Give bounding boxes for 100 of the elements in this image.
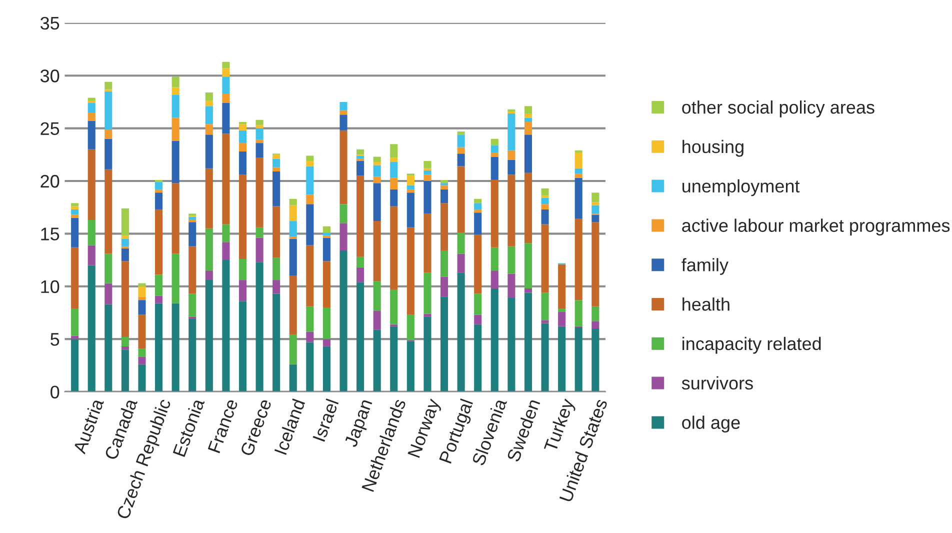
bar [508, 150, 516, 160]
bar [592, 306, 600, 322]
bar [390, 206, 398, 290]
bar [104, 138, 112, 170]
bar [272, 280, 280, 294]
bar [440, 296, 448, 392]
bar [424, 170, 432, 175]
bar [541, 209, 549, 224]
bar [238, 124, 247, 130]
bar [390, 326, 398, 392]
bar [373, 156, 381, 162]
bar [88, 103, 96, 112]
bar [440, 185, 448, 190]
bar [390, 162, 398, 178]
bar [390, 189, 398, 206]
bar [188, 319, 196, 392]
bar [306, 245, 314, 306]
bar [205, 280, 213, 392]
bar [121, 238, 129, 246]
bar [306, 156, 314, 161]
bar [272, 158, 280, 168]
bar [222, 76, 230, 94]
bar [71, 209, 79, 215]
bar [524, 106, 532, 114]
bar [558, 264, 566, 309]
bar [222, 68, 230, 77]
legend-label: survivors [682, 376, 753, 390]
x-tick-label: Greece [240, 398, 272, 457]
bar [306, 204, 314, 246]
bar [356, 149, 364, 155]
bar [188, 316, 196, 320]
bar [306, 306, 314, 332]
bar [222, 103, 230, 134]
bar [490, 288, 498, 392]
bar [71, 206, 79, 210]
bar [340, 130, 348, 204]
bar [356, 267, 364, 282]
bar [406, 189, 414, 193]
bar [574, 152, 582, 168]
bar [457, 134, 465, 148]
bar [172, 76, 180, 88]
bar [256, 125, 264, 128]
bar [508, 298, 516, 392]
bar [457, 154, 465, 166]
bar [322, 346, 330, 392]
bar [272, 154, 280, 159]
bar [272, 206, 280, 258]
bar [289, 276, 297, 335]
bar [238, 174, 247, 259]
bar [104, 254, 112, 284]
bar [457, 272, 465, 392]
bar [558, 308, 566, 312]
bar [457, 147, 465, 154]
bar [558, 326, 566, 392]
bar [406, 192, 414, 228]
bar [238, 122, 247, 124]
y-tick-label: 15 [41, 228, 60, 240]
bar [272, 258, 280, 280]
x-tick-label: Austria [72, 397, 104, 455]
bar [238, 151, 247, 175]
bar [121, 261, 129, 337]
bar [71, 247, 79, 309]
bar [238, 280, 247, 302]
bar [373, 310, 381, 330]
bar [592, 205, 600, 214]
x-tick-label: France [208, 398, 238, 454]
bar [508, 174, 516, 246]
bar [490, 270, 498, 288]
bar [457, 232, 465, 254]
bar [390, 290, 398, 324]
bar [138, 296, 146, 300]
bar [306, 342, 314, 392]
bar [71, 214, 79, 218]
bar [155, 274, 163, 296]
bar [457, 131, 465, 135]
bar [172, 183, 180, 254]
bar [356, 282, 364, 392]
bar [340, 114, 348, 130]
bar [289, 221, 297, 237]
bar [340, 204, 348, 224]
bar [524, 118, 532, 122]
bar [373, 176, 381, 184]
bar [138, 283, 146, 286]
bar [138, 356, 146, 364]
bar [574, 150, 582, 153]
bar [474, 198, 482, 204]
bar [373, 183, 381, 222]
bar [256, 158, 264, 228]
bar [508, 246, 516, 274]
bar [172, 94, 180, 118]
bar [574, 218, 582, 300]
bar [457, 254, 465, 273]
bar [424, 174, 432, 181]
bar [356, 256, 364, 268]
bar [541, 323, 549, 392]
legend-label: health [682, 297, 730, 311]
bar [104, 169, 112, 254]
bar [104, 129, 112, 139]
bar [205, 124, 213, 135]
bar [592, 214, 600, 222]
